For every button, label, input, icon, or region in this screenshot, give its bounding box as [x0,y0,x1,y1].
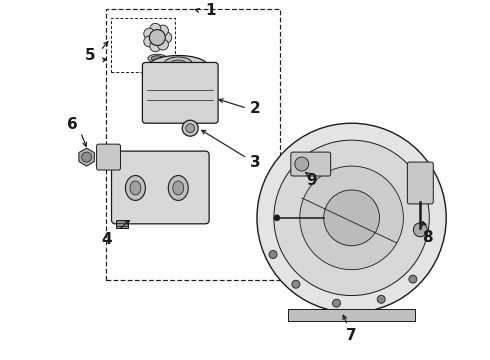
Text: 6: 6 [67,117,78,132]
Ellipse shape [186,124,195,133]
Bar [111,18,175,72]
FancyBboxPatch shape [407,162,433,204]
Circle shape [144,36,155,47]
Circle shape [300,166,403,270]
Text: 9: 9 [306,172,317,188]
Ellipse shape [148,54,167,63]
Circle shape [82,152,92,162]
Circle shape [257,123,446,312]
Circle shape [409,275,417,283]
Bar [117,220,128,228]
Circle shape [414,223,427,237]
Text: 8: 8 [422,230,433,245]
Circle shape [157,25,169,36]
Circle shape [150,23,161,34]
Circle shape [295,157,309,171]
Ellipse shape [168,176,188,201]
Ellipse shape [182,120,198,136]
Bar [105,9,280,280]
Ellipse shape [171,60,186,67]
FancyBboxPatch shape [112,151,209,224]
Circle shape [274,140,429,296]
Text: 2: 2 [249,101,260,116]
Circle shape [377,295,385,303]
Circle shape [144,28,155,39]
Ellipse shape [173,181,184,195]
Circle shape [333,299,341,307]
Ellipse shape [125,176,146,201]
Circle shape [274,215,280,221]
Circle shape [324,190,379,246]
Text: 7: 7 [346,328,357,343]
Circle shape [157,39,169,50]
Ellipse shape [151,56,163,61]
Circle shape [161,32,172,43]
FancyBboxPatch shape [143,62,218,123]
Circle shape [150,41,161,52]
Bar [288,309,416,321]
Ellipse shape [130,181,141,195]
Circle shape [149,30,165,45]
FancyBboxPatch shape [291,152,331,176]
Circle shape [269,251,277,258]
FancyBboxPatch shape [97,144,121,170]
Ellipse shape [148,55,208,77]
Text: 3: 3 [249,154,260,170]
Ellipse shape [164,57,192,70]
Circle shape [292,280,300,288]
Text: 1: 1 [205,3,216,18]
Polygon shape [79,148,95,166]
Text: 5: 5 [85,48,96,63]
Text: 4: 4 [101,232,112,247]
